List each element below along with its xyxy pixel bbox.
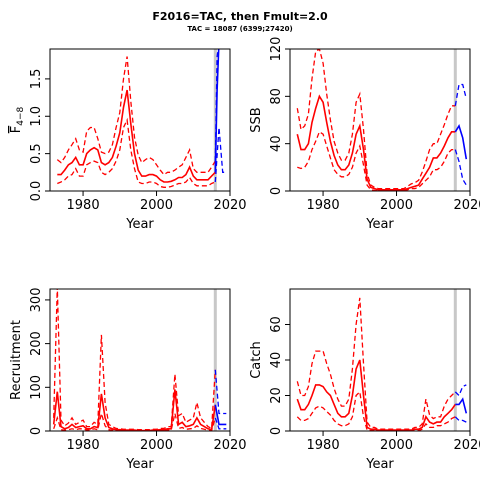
recruitment-y-tick-label: 200	[29, 331, 44, 356]
recruitment-x-tick-label: 1980	[67, 438, 100, 453]
ssb-series-estimate	[296, 94, 456, 191]
catch-series-estimate	[296, 359, 456, 431]
ssb-series-projection-upper	[454, 83, 467, 106]
catch-x-tick-label: 1980	[307, 438, 340, 453]
recruitment-series-projection	[214, 404, 227, 426]
panel-f: 1980 2000 2020 0.0 0.5 1.0 1.5 Year F4−8	[9, 48, 247, 232]
f-y-tick-label: 1.5	[29, 69, 44, 90]
panel-catch: 1980 2000 2020 0 20 40 60 Year Catch	[249, 288, 480, 472]
catch-x-tick-label: 2020	[453, 438, 480, 453]
f-x-axis-title: Year	[125, 217, 154, 232]
ssb-y-tick-label: 0	[269, 187, 284, 195]
recruitment-series-upper	[53, 289, 216, 431]
recruitment-x-axis-title: Year	[125, 457, 154, 472]
catch-y-axis-title: Catch	[249, 341, 264, 379]
recruitment-y-tick-label: 0	[29, 427, 44, 435]
catch-y-tick-label: 40	[269, 352, 284, 369]
recruitment-y-tick-label: 100	[29, 375, 44, 400]
catch-series-upper	[296, 297, 456, 430]
f-y-tick-label: 0.5	[29, 143, 44, 164]
recruitment-y-axis-title: Recruitment	[9, 320, 24, 400]
recruitment-plot-frame	[49, 288, 231, 432]
catch-series-projection	[455, 397, 468, 414]
f-x-tick-label: 1980	[67, 198, 100, 213]
recruitment-series-lower	[53, 410, 216, 431]
ssb-series-projection-lower	[454, 149, 467, 186]
ssb-x-axis-title: Year	[365, 217, 394, 232]
catch-x-tick-label: 2000	[380, 438, 413, 453]
recruitment-series-projection-lower	[214, 417, 227, 430]
panel-ssb: 1980 2000 2020 0 40 80 120 Year SSB	[249, 37, 480, 232]
f-x-tick-label: 2020	[213, 198, 246, 213]
ssb-y-tick-label: 40	[269, 135, 284, 152]
f-x-tick-label: 2000	[140, 198, 173, 213]
catch-series-lower	[296, 390, 456, 431]
ssb-x-tick-label: 2000	[380, 198, 413, 213]
f-series-lower	[57, 117, 216, 188]
f-series-projection-lower	[214, 127, 227, 183]
catch-y-tick-label: 0	[269, 427, 284, 435]
catch-y-tick-label: 60	[269, 316, 284, 333]
f-y-tick-label: 1.0	[29, 106, 44, 127]
f-plot-frame	[49, 48, 231, 192]
ssb-y-tick-label: 120	[269, 37, 284, 62]
catch-series-projection-lower	[454, 416, 467, 423]
f-y-axis-title: F4−8	[9, 106, 26, 133]
f-y-tick-label: 0.0	[29, 181, 44, 202]
recruitment-y-tick-label: 300	[29, 288, 44, 313]
ssb-x-tick-label: 2020	[453, 198, 480, 213]
ssb-plot-frame	[289, 48, 471, 192]
recruitment-series-estimate	[52, 389, 217, 431]
ssb-x-tick-label: 1980	[307, 198, 340, 213]
recruitment-series-projection-upper	[214, 369, 227, 415]
recruitment-x-tick-label: 2020	[213, 438, 246, 453]
f-series-estimate	[57, 89, 216, 183]
ssb-y-tick-label: 80	[269, 88, 284, 105]
catch-series-projection-upper	[454, 384, 467, 397]
ssb-series-upper	[296, 49, 456, 190]
figure-title: F2016=TAC, then Fmult=2.0	[152, 10, 328, 23]
catch-x-axis-title: Year	[365, 457, 394, 472]
panel-recruitment: 1980 2000 2020 0 100 200 300 Year Recruitment	[9, 288, 247, 472]
ssb-series-projection	[454, 124, 468, 160]
figure-subtitle: TAC = 18087 (6399;27420)	[187, 25, 292, 33]
ssb-y-axis-title: SSB	[249, 107, 264, 132]
f-series-projection-upper	[214, 49, 219, 162]
catch-y-tick-label: 20	[269, 387, 284, 404]
recruitment-x-tick-label: 2000	[140, 438, 173, 453]
f-series-upper	[56, 56, 216, 176]
